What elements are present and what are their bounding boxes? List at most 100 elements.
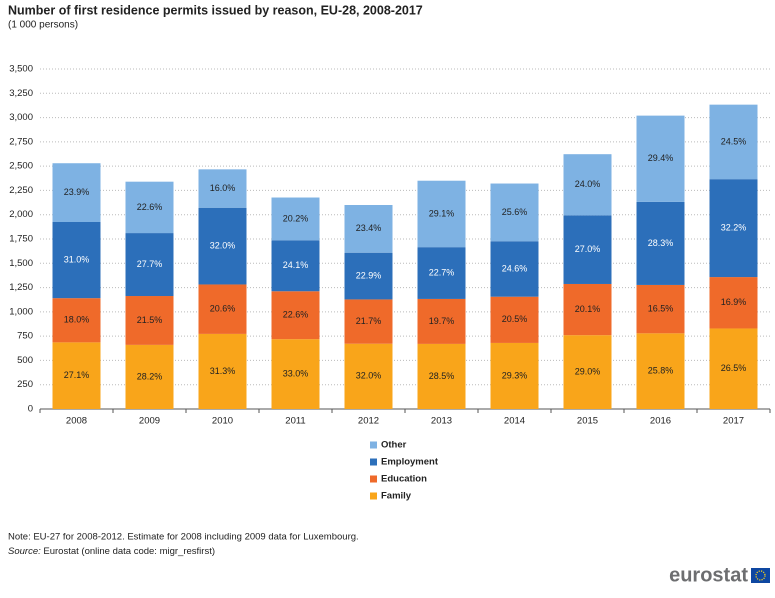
x-tick-label: 2009	[139, 416, 160, 427]
data-label: 25.6%	[502, 207, 528, 217]
data-label: 28.3%	[648, 238, 674, 248]
data-label: 20.2%	[283, 213, 309, 223]
y-tick-label: 2,500	[9, 161, 33, 172]
data-label: 32.0%	[356, 371, 382, 381]
data-label: 16.0%	[210, 183, 236, 193]
data-label: 23.9%	[64, 187, 90, 197]
data-label: 22.6%	[283, 310, 309, 320]
legend-swatch	[370, 458, 377, 466]
data-label: 20.6%	[210, 304, 236, 314]
bar-segment	[344, 299, 393, 344]
data-label: 26.5%	[721, 363, 747, 373]
data-label: 18.0%	[64, 315, 90, 325]
bar-segment	[52, 163, 101, 222]
bar-segment	[417, 247, 466, 299]
note: Note: EU-27 for 2008-2012. Estimate for …	[8, 532, 359, 543]
bar-segment	[636, 333, 685, 409]
legend-label: Family	[381, 491, 412, 502]
data-label: 32.2%	[721, 222, 747, 232]
y-tick-label: 3,500	[9, 64, 33, 75]
bar-segment	[636, 284, 685, 334]
legend-label: Employment	[381, 457, 439, 468]
bar-segment	[271, 291, 320, 340]
data-label: 19.7%	[429, 316, 455, 326]
bar-segment	[636, 201, 685, 285]
bar-segment	[417, 343, 466, 409]
bar-segment	[52, 342, 101, 409]
data-label: 16.5%	[648, 304, 674, 314]
data-label: 23.4%	[356, 223, 382, 233]
bar-segment	[125, 296, 174, 345]
data-label: 21.5%	[137, 315, 163, 325]
x-tick-label: 2017	[723, 416, 744, 427]
bar-segment	[417, 180, 466, 248]
y-tick-label: 1,500	[9, 258, 33, 269]
data-label: 29.3%	[502, 370, 528, 380]
legend-swatch	[370, 441, 377, 449]
chart-title: Number of first residence permits issued…	[8, 3, 423, 17]
x-tick-label: 2014	[504, 416, 525, 427]
y-tick-label: 750	[17, 331, 33, 342]
bar-segment	[563, 335, 612, 409]
data-label: 32.0%	[210, 240, 236, 250]
bar-segment	[563, 283, 612, 336]
x-tick-label: 2016	[650, 416, 671, 427]
chart-subtitle: (1 000 persons)	[8, 20, 78, 31]
x-tick-label: 2008	[66, 416, 87, 427]
bar-segment	[563, 215, 612, 284]
data-label: 24.6%	[502, 263, 528, 273]
data-label: 27.7%	[137, 259, 163, 269]
bar-segment	[490, 183, 539, 242]
bar-segment	[344, 343, 393, 409]
bar-segment	[563, 154, 612, 216]
y-tick-label: 2,250	[9, 185, 33, 196]
data-label: 29.1%	[429, 208, 455, 218]
bar-segment	[490, 296, 539, 343]
data-label: 31.3%	[210, 366, 236, 376]
y-tick-label: 2,000	[9, 209, 33, 220]
y-tick-label: 250	[17, 379, 33, 390]
bar-segment	[125, 233, 174, 297]
bar-segment	[198, 333, 247, 409]
bar-segment	[344, 205, 393, 253]
bar-segment	[271, 339, 320, 409]
y-tick-label: 1,750	[9, 234, 33, 245]
x-tick-label: 2010	[212, 416, 233, 427]
bar-segment	[490, 241, 539, 297]
data-label: 27.0%	[575, 244, 601, 254]
legend-label: Education	[381, 474, 427, 485]
source: Source: Eurostat (online data code: migr…	[8, 546, 215, 557]
bar-segment	[198, 284, 247, 334]
data-label: 24.1%	[283, 260, 309, 270]
source-label: Source:	[8, 546, 41, 557]
bar-segment	[344, 252, 393, 300]
data-label: 33.0%	[283, 368, 309, 378]
x-tick-label: 2012	[358, 416, 379, 427]
bar-segment	[490, 342, 539, 409]
data-label: 20.5%	[502, 314, 528, 324]
legend-swatch	[370, 492, 377, 500]
bar-segment	[52, 222, 101, 299]
source-text: Eurostat (online data code: migr_resfirs…	[43, 546, 215, 557]
y-tick-label: 0	[28, 404, 33, 415]
x-tick-label: 2013	[431, 416, 452, 427]
data-label: 24.0%	[575, 179, 601, 189]
bar-segment	[417, 298, 466, 344]
bar-segment	[709, 104, 758, 180]
legend-label: Other	[381, 440, 407, 451]
data-label: 31.0%	[64, 254, 90, 264]
data-label: 22.7%	[429, 267, 455, 277]
data-label: 22.6%	[137, 202, 163, 212]
data-label: 21.7%	[356, 316, 382, 326]
x-tick-label: 2011	[285, 416, 305, 427]
y-tick-label: 3,000	[9, 112, 33, 123]
eu-stars	[755, 570, 766, 581]
bar-segment	[709, 277, 758, 329]
logo: eurostat	[669, 564, 748, 586]
data-label: 29.4%	[648, 153, 674, 163]
eu-flag	[751, 568, 770, 583]
y-tick-label: 1,000	[9, 306, 33, 317]
data-label: 20.1%	[575, 304, 601, 314]
bar-segment	[198, 169, 247, 208]
